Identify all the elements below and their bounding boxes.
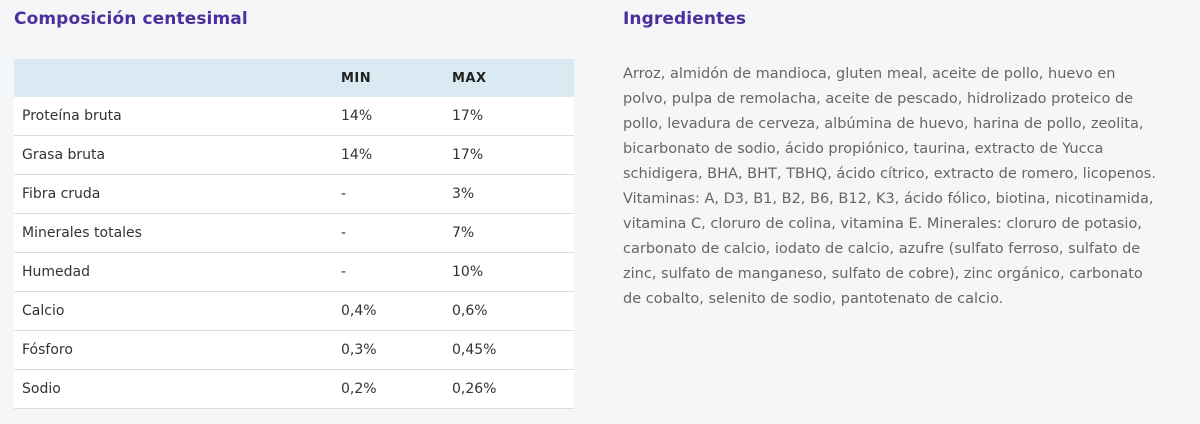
nutrient-name: Fibra cruda [14, 174, 333, 214]
nutrient-max: 0,26% [444, 369, 574, 409]
ingredients-title: Ingredientes [623, 9, 747, 29]
composition-title: Composición centesimal [14, 9, 248, 29]
nutrient-name: Minerales totales [14, 213, 333, 253]
table-header-row: MIN MAX [14, 59, 574, 97]
nutrient-name: Humedad [14, 252, 333, 292]
table-row: Calcio 0,4% 0,6% [14, 291, 574, 331]
nutrient-max: 7% [444, 213, 574, 253]
header-min: MIN [341, 70, 372, 86]
nutrient-min: - [333, 252, 444, 292]
nutrient-max: 10% [444, 252, 574, 292]
nutrient-min: 14% [333, 135, 444, 175]
composition-section: Composición centesimal MIN MAX Proteína … [14, 0, 574, 409]
nutrient-name: Proteína bruta [14, 97, 333, 136]
header-max: MAX [452, 70, 487, 86]
nutrient-max: 0,45% [444, 330, 574, 370]
nutrient-max: 17% [444, 97, 574, 136]
composition-table: MIN MAX Proteína bruta 14% 17% Grasa bru… [14, 59, 574, 409]
nutrient-name: Fósforo [14, 330, 333, 370]
nutrient-name: Sodio [14, 369, 333, 409]
table-row: Minerales totales - 7% [14, 213, 574, 253]
table-row: Sodio 0,2% 0,26% [14, 369, 574, 409]
nutrient-min: 0,3% [333, 330, 444, 370]
header-nutrient [14, 59, 333, 97]
ingredients-text: Arroz, almidón de mandioca, gluten meal,… [623, 66, 1156, 307]
table-row: Proteína bruta 14% 17% [14, 97, 574, 136]
nutrient-min: - [333, 174, 444, 214]
table-row: Humedad - 10% [14, 252, 574, 292]
nutrient-min: 0,4% [333, 291, 444, 331]
nutrient-max: 0,6% [444, 291, 574, 331]
nutrient-max: 3% [444, 174, 574, 214]
table-row: Fósforo 0,3% 0,45% [14, 330, 574, 370]
nutrient-max: 17% [444, 135, 574, 175]
table-row: Grasa bruta 14% 17% [14, 135, 574, 175]
table-row: Fibra cruda - 3% [14, 174, 574, 214]
nutrient-name: Grasa bruta [14, 135, 333, 175]
ingredients-section: Ingredientes Arroz, almidón de mandioca,… [623, 0, 1163, 307]
nutrient-min: - [333, 213, 444, 253]
nutrient-min: 0,2% [333, 369, 444, 409]
nutrient-min: 14% [333, 97, 444, 136]
nutrient-name: Calcio [14, 291, 333, 331]
